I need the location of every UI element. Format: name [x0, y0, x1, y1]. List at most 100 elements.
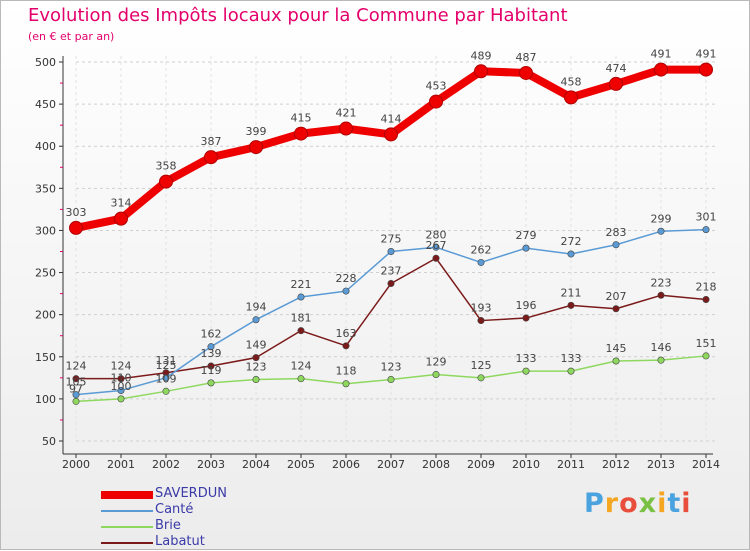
data-label: 301	[696, 211, 717, 224]
x-tick-label: 2004	[242, 458, 270, 471]
data-point	[432, 370, 440, 378]
data-point	[477, 317, 485, 325]
data-point	[162, 374, 170, 382]
data-label: 299	[651, 212, 672, 225]
data-point	[342, 287, 350, 295]
data-label: 453	[426, 80, 447, 93]
data-label: 162	[201, 328, 222, 341]
brand-letter: o	[619, 488, 639, 519]
data-label: 218	[696, 281, 717, 294]
data-label: 489	[471, 49, 492, 62]
data-point	[117, 375, 125, 383]
data-point	[297, 375, 305, 383]
chart-subtitle: (en € et par an)	[28, 30, 115, 43]
data-point	[609, 76, 623, 91]
data-label: 131	[156, 354, 177, 367]
data-point	[252, 316, 260, 324]
data-point	[207, 343, 215, 351]
x-tick-label: 2001	[107, 458, 135, 471]
y-tick-label: 300	[35, 224, 56, 237]
data-point	[162, 387, 170, 395]
legend-swatch	[101, 542, 153, 544]
data-label: 283	[606, 226, 627, 239]
data-label: 123	[381, 361, 402, 374]
data-point	[567, 250, 575, 258]
x-tick-label: 2007	[377, 458, 405, 471]
data-label: 228	[336, 272, 357, 285]
data-point	[72, 397, 80, 405]
data-label: 145	[606, 342, 627, 355]
x-tick-label: 2011	[557, 458, 585, 471]
data-label: 149	[246, 339, 267, 352]
y-tick-label: 500	[35, 56, 56, 69]
data-point	[297, 293, 305, 301]
data-label: 100	[111, 380, 132, 393]
data-label: 125	[156, 359, 177, 372]
x-tick-label: 2013	[647, 458, 675, 471]
data-point	[612, 241, 620, 249]
data-point	[114, 211, 128, 226]
y-tick-label: 400	[35, 140, 56, 153]
y-tick-label: 350	[35, 182, 56, 195]
data-point	[474, 64, 488, 79]
data-point	[702, 352, 710, 360]
y-tick-label: 100	[35, 393, 56, 406]
data-label: 97	[69, 382, 83, 395]
data-label: 474	[606, 62, 627, 75]
brand-letter: t	[667, 488, 682, 519]
brand-logo: Proxiti	[584, 488, 692, 519]
data-label: 129	[426, 355, 447, 368]
legend-label: Canté	[155, 502, 194, 517]
data-label: 118	[336, 365, 357, 378]
x-tick-label: 2014	[692, 458, 720, 471]
data-label: 124	[66, 360, 87, 373]
data-point	[159, 174, 173, 189]
data-label: 221	[291, 278, 312, 291]
data-point	[567, 301, 575, 309]
data-point	[654, 62, 668, 77]
x-tick-label: 2012	[602, 458, 630, 471]
data-label: 272	[561, 235, 582, 248]
data-point	[477, 258, 485, 266]
brand-letter: x	[638, 488, 658, 519]
x-tick-label: 2005	[287, 458, 315, 471]
data-label: 133	[561, 352, 582, 365]
y-tick-label: 150	[35, 351, 56, 364]
data-point	[612, 357, 620, 365]
x-tick-label: 2008	[422, 458, 450, 471]
data-label: 267	[426, 239, 447, 252]
data-label: 262	[471, 243, 492, 256]
data-label: 207	[606, 290, 627, 303]
data-point	[522, 314, 530, 322]
data-point	[387, 376, 395, 384]
data-point	[522, 367, 530, 375]
data-label: 279	[516, 229, 537, 242]
x-tick-label: 2003	[197, 458, 225, 471]
data-label: 196	[516, 299, 537, 312]
data-label: 181	[291, 312, 312, 325]
data-point	[297, 327, 305, 335]
data-point	[72, 391, 80, 399]
data-point	[432, 254, 440, 262]
data-label: 387	[201, 135, 222, 148]
x-tick-label: 2000	[62, 458, 90, 471]
data-point	[612, 305, 620, 313]
data-point	[429, 94, 443, 109]
data-point	[342, 342, 350, 350]
data-label: 125	[471, 359, 492, 372]
x-tick-label: 2002	[152, 458, 180, 471]
data-point	[567, 367, 575, 375]
legend-label: Labatut	[155, 534, 205, 549]
data-point	[657, 227, 665, 235]
data-label: 124	[111, 360, 132, 373]
data-label: 133	[516, 352, 537, 365]
data-label: 146	[651, 341, 672, 354]
data-point	[342, 380, 350, 388]
data-label: 123	[246, 361, 267, 374]
data-label: 163	[336, 327, 357, 340]
data-label: 151	[696, 337, 717, 350]
data-point	[477, 374, 485, 382]
data-label: 458	[561, 75, 582, 88]
